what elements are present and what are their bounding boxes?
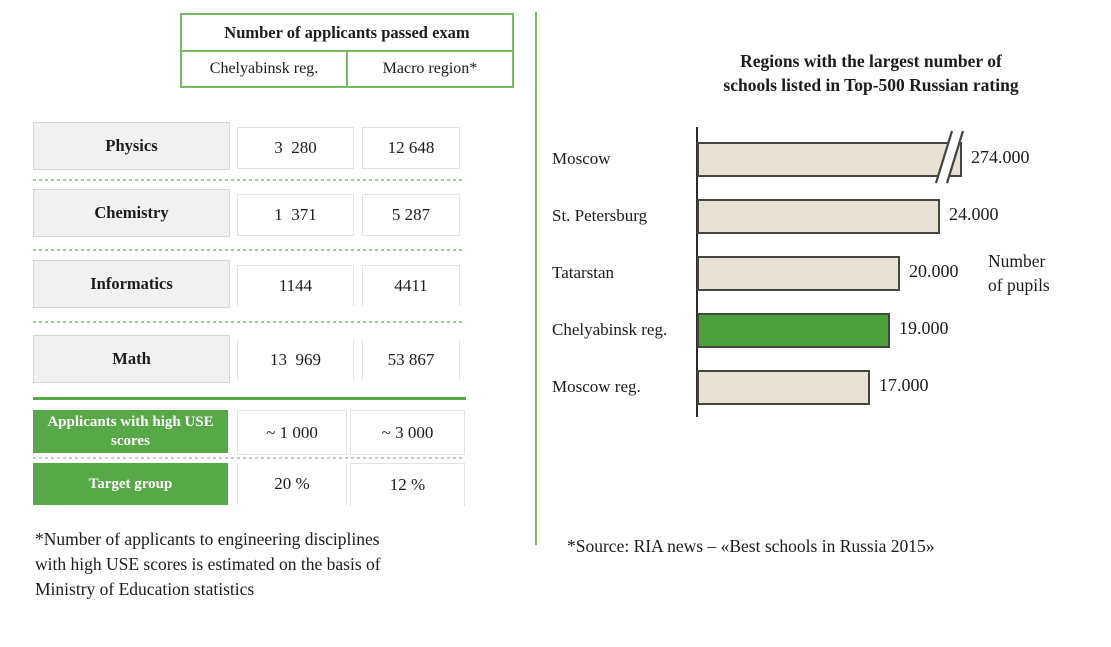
chart-source: *Source: RIA news – «Best schools in Rus… <box>567 536 935 556</box>
exam-table-columns: Chelyabinsk reg. Macro region* <box>182 52 512 86</box>
value-cell-math-macro: 53 867 <box>362 340 460 380</box>
bar-label-tatarstan: Tatarstan <box>552 263 615 282</box>
subject-cell-informatics: Informatics <box>33 260 230 308</box>
bar-value-st-petersburg: 24.000 <box>949 204 999 224</box>
row-separator <box>33 457 463 459</box>
bar-value-moscow: 274.000 <box>971 147 1030 167</box>
row-separator <box>33 179 463 181</box>
exam-table-title: Number of applicants passed exam <box>182 15 512 52</box>
value-cell-informatics-macro: 4411 <box>362 265 460 306</box>
chart-title: Regions with the largest number of schoo… <box>723 51 1019 95</box>
bar-tatarstan <box>697 256 900 291</box>
subject-cell-chemistry: Chemistry <box>33 189 230 237</box>
row-separator <box>33 249 463 251</box>
bar-value-tatarstan: 20.000 <box>909 261 959 281</box>
subject-cell-physics: Physics <box>33 122 230 170</box>
bar-label-st-petersburg: St. Petersburg <box>552 206 648 225</box>
axis-break-icon <box>929 129 971 185</box>
summary-value-use-chelyabinsk: ~ 1 000 <box>237 410 347 455</box>
bar-value-moscow-reg: 17.000 <box>879 375 929 395</box>
value-cell-chemistry-chelyabinsk: 1 371 <box>237 194 354 236</box>
summary-value-target-chelyabinsk: 20 % <box>237 463 347 505</box>
summary-label-use-scores: Applicants with high USE scores <box>33 410 228 453</box>
value-cell-chemistry-macro: 5 287 <box>362 194 460 236</box>
value-cell-math-chelyabinsk: 13 969 <box>237 340 354 380</box>
exam-header-table: Number of applicants passed exam Chelyab… <box>180 13 514 88</box>
value-cell-physics-macro: 12 648 <box>362 127 460 169</box>
axis-units-label: Number of pupils <box>988 251 1050 295</box>
column-header-chelyabinsk: Chelyabinsk reg. <box>182 52 348 86</box>
column-header-macro-region: Macro region* <box>382 60 478 77</box>
vertical-divider <box>535 12 537 545</box>
value-cell-informatics-chelyabinsk: 1144 <box>237 265 354 306</box>
bar-label-chelyabinsk: Chelyabinsk reg. <box>552 320 668 339</box>
bar-label-moscow: Moscow <box>552 149 611 168</box>
table-footnote: *Number of applicants to engineering dis… <box>35 529 381 599</box>
bar-chelyabinsk <box>697 313 890 348</box>
bar-moscow <box>697 142 962 177</box>
summary-value-target-macro: 12 % <box>350 463 465 506</box>
row-separator <box>33 321 463 323</box>
bar-value-chelyabinsk: 19.000 <box>899 318 949 338</box>
summary-divider-line <box>33 397 466 400</box>
summary-label-target-group: Target group <box>33 463 228 505</box>
summary-value-use-macro: ~ 3 000 <box>350 410 465 455</box>
bar-moscow-reg <box>697 370 870 405</box>
subject-cell-math: Math <box>33 335 230 383</box>
bar-st-petersburg <box>697 199 940 234</box>
value-cell-physics-chelyabinsk: 3 280 <box>237 127 354 169</box>
bar-label-moscow-reg: Moscow reg. <box>552 377 641 396</box>
